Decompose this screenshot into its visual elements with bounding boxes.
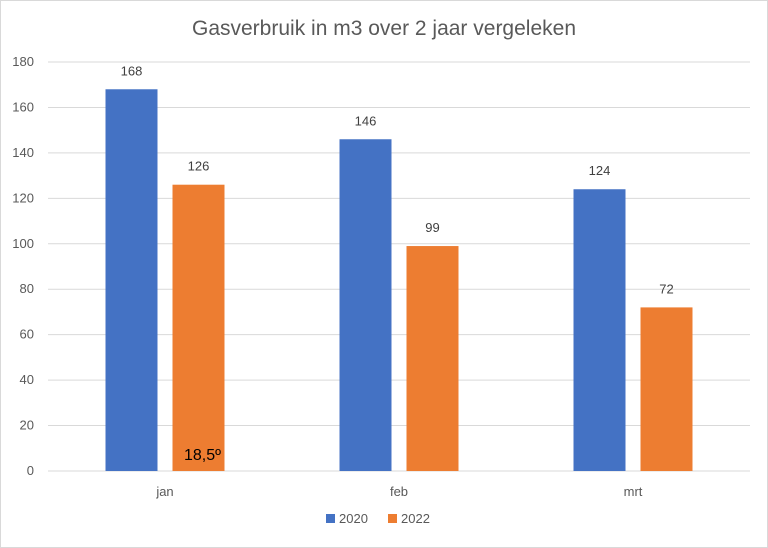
y-tick-label: 80 xyxy=(20,281,34,296)
y-tick-label: 120 xyxy=(12,190,34,205)
bar-2020-jan xyxy=(105,89,158,472)
x-axis-categories: jan feb mrt xyxy=(155,484,642,499)
data-labels: 168 126 146 99 124 72 xyxy=(121,63,674,296)
data-label: 168 xyxy=(121,63,143,78)
y-tick-label: 160 xyxy=(12,99,34,114)
legend: 2020 2022 xyxy=(326,511,430,526)
legend-swatch-2020 xyxy=(326,514,335,523)
y-tick-label: 40 xyxy=(20,372,34,387)
x-category-label: feb xyxy=(390,484,408,499)
y-tick-label: 100 xyxy=(12,236,34,251)
bar-2022-feb xyxy=(406,246,459,471)
x-category-label: mrt xyxy=(624,484,643,499)
y-axis-ticks: 0 20 40 60 80 100 120 140 160 180 xyxy=(12,54,34,478)
data-label: 124 xyxy=(589,163,611,178)
legend-label: 2020 xyxy=(339,511,368,526)
data-label: 99 xyxy=(425,220,439,235)
bar-2022-mrt xyxy=(640,307,693,471)
y-tick-label: 180 xyxy=(12,54,34,69)
chart-title: Gasverbruik in m3 over 2 jaar vergeleken xyxy=(192,17,576,40)
y-tick-label: 60 xyxy=(20,327,34,342)
y-tick-label: 0 xyxy=(27,463,34,478)
gridlines xyxy=(48,61,750,472)
legend-swatch-2022 xyxy=(388,514,397,523)
y-tick-label: 20 xyxy=(20,418,34,433)
x-category-label: jan xyxy=(155,484,173,499)
bar-2020-mrt xyxy=(573,189,626,471)
y-tick-label: 140 xyxy=(12,145,34,160)
data-label: 146 xyxy=(355,113,377,128)
bars xyxy=(105,89,693,472)
bar-2022-jan xyxy=(172,184,225,471)
data-label: 72 xyxy=(659,281,673,296)
legend-label: 2022 xyxy=(401,511,430,526)
annotation-label: 18,5º xyxy=(184,447,221,464)
bar-2020-feb xyxy=(339,139,392,471)
data-label: 126 xyxy=(188,159,210,174)
